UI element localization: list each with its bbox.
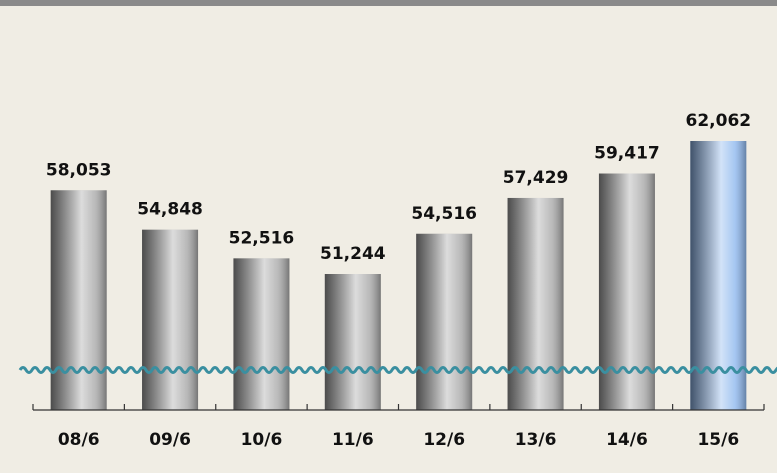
top-strip	[0, 0, 777, 6]
bar-shading	[690, 141, 747, 410]
value-label: 62,062	[686, 111, 752, 131]
x-tick-label: 08/6	[58, 430, 100, 450]
bar-shading	[142, 229, 199, 410]
bar-shading	[233, 258, 290, 410]
bar-shading	[598, 173, 655, 410]
value-label: 57,429	[503, 168, 569, 188]
value-label: 54,516	[411, 204, 477, 224]
x-tick-label: 10/6	[241, 430, 283, 450]
bar-shading	[507, 197, 564, 410]
axis-break	[18, 366, 777, 374]
x-tick-label: 13/6	[515, 430, 557, 450]
bar-shading	[324, 274, 381, 410]
value-label: 58,053	[46, 160, 112, 180]
x-tick-label: 14/6	[606, 430, 648, 450]
x-tick-label: 11/6	[332, 430, 374, 450]
x-tick-label: 12/6	[423, 430, 465, 450]
x-tick-label: 15/6	[697, 430, 739, 450]
value-label: 51,244	[320, 244, 386, 264]
value-label: 54,848	[137, 200, 203, 220]
value-label: 52,516	[229, 228, 295, 248]
x-tick-label: 09/6	[149, 430, 191, 450]
value-label: 59,417	[594, 144, 660, 164]
bar-shading	[50, 190, 107, 410]
bar-shading	[416, 233, 473, 410]
